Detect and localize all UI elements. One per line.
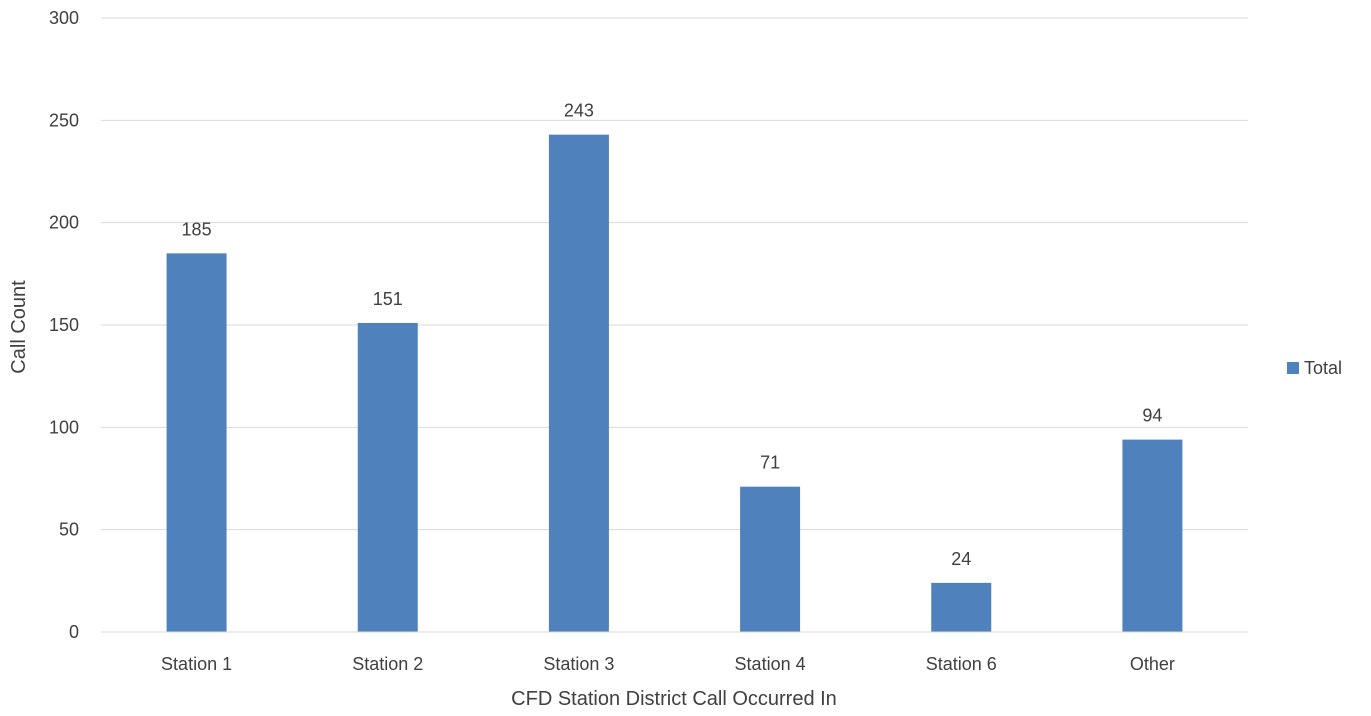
data-label: 243 xyxy=(564,101,594,121)
y-tick-label: 200 xyxy=(49,213,79,233)
gridlines xyxy=(101,18,1248,530)
data-label: 185 xyxy=(182,219,212,239)
y-tick-label: 0 xyxy=(69,622,79,642)
bar-station-6 xyxy=(931,583,991,632)
data-label: 24 xyxy=(951,549,971,569)
legend-swatch xyxy=(1287,362,1299,374)
y-axis-ticks: 0 50 100 150 200 250 300 xyxy=(49,8,79,642)
bar-station-2 xyxy=(358,323,418,632)
y-tick-label: 300 xyxy=(49,8,79,28)
bars xyxy=(167,135,1183,632)
data-label: 71 xyxy=(760,453,780,473)
x-category-label: Other xyxy=(1130,654,1175,674)
y-tick-label: 100 xyxy=(49,417,79,437)
data-labels: 185 151 243 71 24 94 xyxy=(182,101,1163,569)
x-axis-title: CFD Station District Call Occurred In xyxy=(511,688,837,710)
data-label: 151 xyxy=(373,289,403,309)
bar-station-4 xyxy=(740,487,800,632)
data-label: 94 xyxy=(1142,406,1162,426)
x-category-label: Station 1 xyxy=(161,654,232,674)
x-axis-categories: Station 1 Station 2 Station 3 Station 4 Stat… xyxy=(161,654,1175,674)
x-category-label: Station 2 xyxy=(352,654,423,674)
legend-label-total: Total xyxy=(1304,358,1342,378)
y-axis-title: Call Count xyxy=(8,280,30,374)
bar-station-1 xyxy=(167,253,227,632)
bar-other xyxy=(1122,440,1182,632)
y-tick-label: 150 xyxy=(49,315,79,335)
x-category-label: Station 4 xyxy=(735,654,806,674)
y-tick-label: 50 xyxy=(59,520,79,540)
x-category-label: Station 3 xyxy=(543,654,614,674)
bar-station-3 xyxy=(549,135,609,632)
legend: Total xyxy=(1287,358,1342,378)
y-tick-label: 250 xyxy=(49,110,79,130)
x-category-label: Station 6 xyxy=(926,654,997,674)
